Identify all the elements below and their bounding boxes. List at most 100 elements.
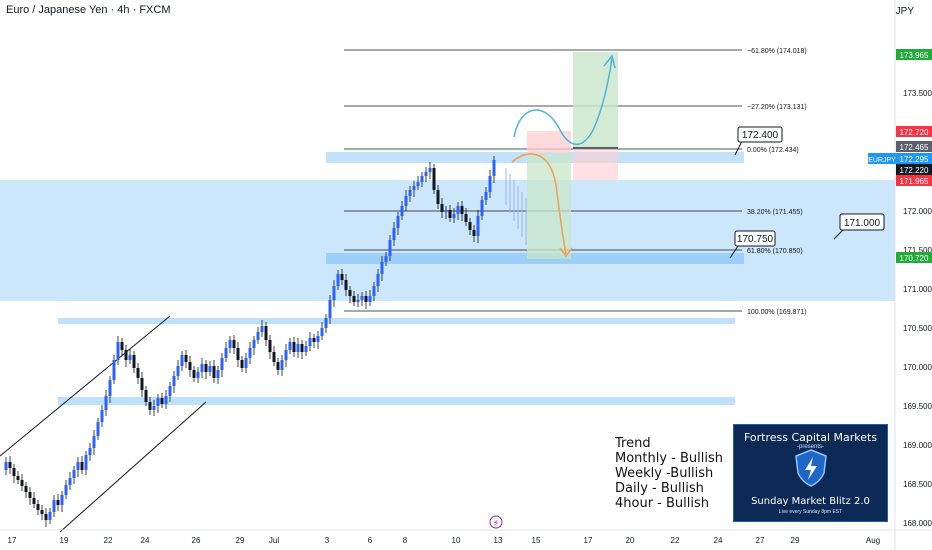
candle-body <box>308 338 312 346</box>
candle-body <box>60 495 64 505</box>
time-tick: 17 <box>584 536 593 545</box>
channel-upper-line[interactable] <box>0 315 171 457</box>
candle-body <box>288 342 292 350</box>
lightning-icon: ⚡ <box>493 519 499 529</box>
candle-body <box>432 168 436 190</box>
promo-presents: -presents- <box>796 444 824 450</box>
trend-4hour: 4hour - Bullish <box>615 496 710 511</box>
candle-body <box>244 358 248 368</box>
price-tick: 171.500 <box>903 246 932 255</box>
candle-body <box>352 296 356 302</box>
price-axis[interactable]: 174.000173.500173.000172.500172.000171.5… <box>903 50 932 528</box>
candle-body <box>144 390 148 402</box>
candle-body <box>300 344 304 352</box>
time-tick: 10 <box>452 536 461 545</box>
candle-body <box>32 498 36 504</box>
time-tick: 20 <box>626 536 635 545</box>
candle-body <box>100 410 104 422</box>
callout-172400-label: 172.400 <box>742 130 779 141</box>
candle-body <box>84 455 88 470</box>
candle-body <box>16 476 20 480</box>
shield-lightning-icon <box>795 449 827 487</box>
candle-body <box>316 336 320 342</box>
candle-body <box>132 355 136 368</box>
time-tick: 3 <box>325 536 330 545</box>
candle-body <box>20 480 24 486</box>
candle-body <box>8 462 12 468</box>
candle-body <box>468 222 472 230</box>
zone-lower-strip <box>58 318 735 324</box>
candle-body <box>296 344 300 352</box>
candle-body <box>480 200 484 216</box>
callout-172400[interactable]: 172.400 <box>734 126 783 156</box>
candle-body <box>212 366 216 378</box>
price-tag <box>896 126 932 137</box>
fib-label: 0.00% (172.434) <box>747 147 799 154</box>
callout-171000[interactable]: 171.000 <box>833 213 885 240</box>
price-tick: 170.500 <box>903 324 932 333</box>
candle-body <box>384 256 388 262</box>
candle-body <box>408 190 412 196</box>
candle-body <box>248 348 252 358</box>
candle-body <box>252 340 256 348</box>
short-stop-box[interactable] <box>527 131 571 153</box>
trend-daily: Daily - Bullish <box>615 481 704 496</box>
fib-label: 100.00% (169.871) <box>747 309 807 316</box>
candle-body <box>324 318 328 328</box>
candle-body <box>180 355 184 366</box>
price-tag <box>896 153 932 164</box>
fib-label: −27.20% (173.131) <box>747 104 807 111</box>
time-axis[interactable]: 17 19 22 24 26 29 Jul 3 6 8 10 13 15 17 20 22 24 27 29 Aug <box>8 536 881 545</box>
price-tags: 173.965 172.720 172.465 172.295 172.220 171.9… <box>868 49 932 263</box>
event-marker-icon[interactable] <box>489 515 503 529</box>
candle-body <box>240 360 244 368</box>
candle-body <box>380 262 384 274</box>
channel-lower-line[interactable] <box>59 401 207 533</box>
candle-body <box>108 380 112 396</box>
callout-171000-label: 171.000 <box>844 218 881 229</box>
trend-monthly: Monthly - Bullish <box>615 451 724 466</box>
price-tag-label: 172.295 <box>900 155 929 164</box>
price-tick: 169.500 <box>903 402 932 411</box>
time-tick: 8 <box>403 536 408 545</box>
candle-body <box>92 436 96 448</box>
candle-body <box>224 348 228 358</box>
price-tag-label: 172.220 <box>900 166 929 175</box>
candle-body <box>360 296 364 300</box>
time-tick: 15 <box>532 536 541 545</box>
candle-body <box>56 500 60 505</box>
price-tag-label: 173.965 <box>900 51 929 60</box>
callout-170750[interactable]: 170.750 <box>729 230 776 259</box>
time-tick: 22 <box>671 536 680 545</box>
orange-projection-arrow <box>511 153 567 255</box>
candle-body <box>336 274 340 286</box>
price-tag <box>896 252 932 263</box>
candle-body <box>52 500 56 512</box>
price-tick: 170.000 <box>903 363 932 372</box>
candle-body <box>48 512 52 520</box>
candle-body <box>284 350 288 360</box>
symbol-tag-label: EURJPY <box>868 157 896 164</box>
candle-body <box>440 204 444 212</box>
price-tick: 171.000 <box>903 285 932 294</box>
time-tick: 19 <box>60 536 69 545</box>
currency-label[interactable]: JPY <box>895 6 914 17</box>
time-tick: 29 <box>791 536 800 545</box>
candle-body <box>392 228 396 240</box>
candle-body <box>68 478 72 485</box>
symbol-tag <box>868 153 896 164</box>
blue-arrow-head <box>603 54 616 69</box>
time-tick: Aug <box>866 536 880 545</box>
long-stop-box[interactable] <box>573 148 618 180</box>
time-tick: 13 <box>494 536 503 545</box>
candle-body <box>444 210 448 212</box>
time-tick: 27 <box>756 536 765 545</box>
candle-body <box>160 398 164 404</box>
orange-arrow-head <box>559 247 573 258</box>
fib-retracement[interactable]: −61.80% (174.018) −27.20% (173.131) 0.00% … <box>344 48 807 316</box>
time-tick: 29 <box>236 536 245 545</box>
candle-body <box>372 286 376 296</box>
symbol-title[interactable]: Euro / Japanese Yen · 4h · FXCM <box>6 4 171 16</box>
candle-body <box>116 342 120 360</box>
